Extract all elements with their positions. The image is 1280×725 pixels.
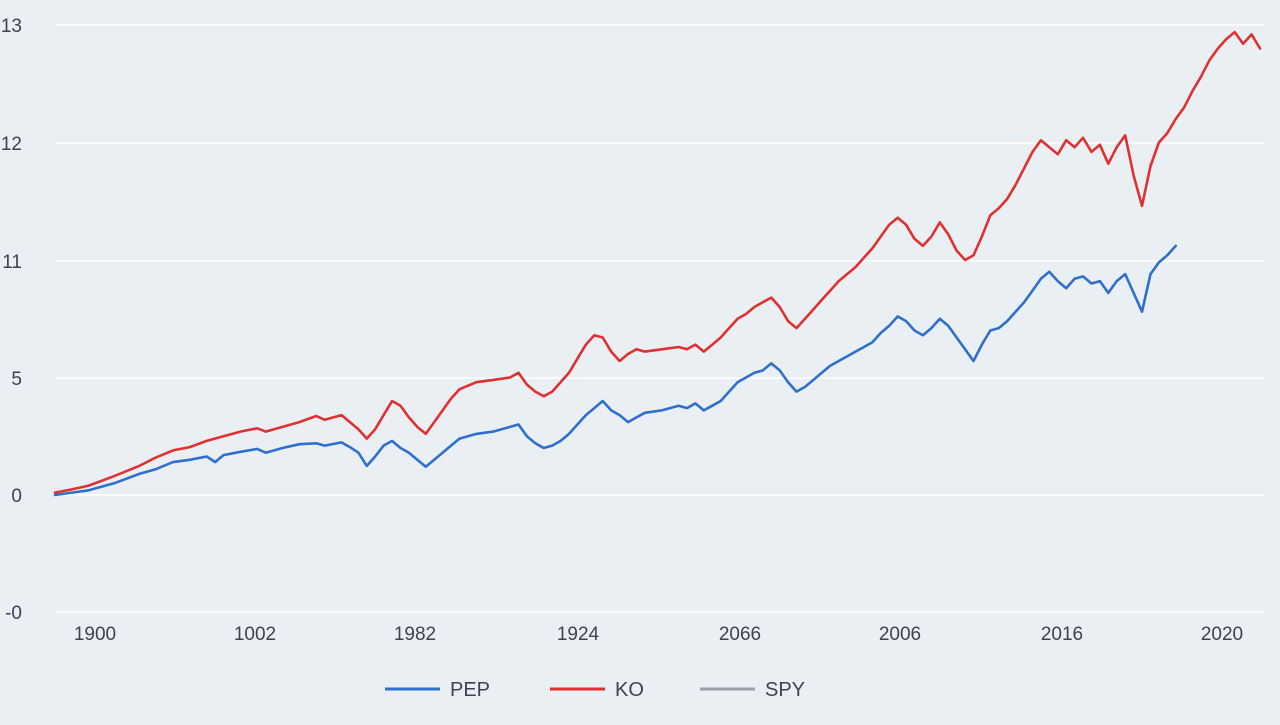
legend-label: KO bbox=[615, 679, 644, 701]
x-tick-label: 2006 bbox=[879, 624, 921, 645]
x-tick-label: 1982 bbox=[394, 624, 436, 645]
x-tick-label: 2066 bbox=[719, 624, 761, 645]
y-tick-label: 13 bbox=[1, 16, 22, 37]
series-line-pep bbox=[53, 244, 1177, 497]
series-layer bbox=[53, 30, 1262, 497]
y-tick-label: -0 bbox=[5, 603, 22, 624]
grid-layer bbox=[55, 24, 1265, 613]
y-tick-label: 0 bbox=[11, 486, 22, 507]
y-tick-label: 11 bbox=[2, 252, 22, 273]
legend-label: SPY bbox=[765, 679, 805, 701]
x-tick-label: 1900 bbox=[74, 624, 116, 645]
y-tick-label: 5 bbox=[11, 369, 22, 390]
x-tick-label: 2016 bbox=[1041, 624, 1083, 645]
legend: PEP KO SPY bbox=[385, 679, 805, 701]
x-tick-label: 1002 bbox=[234, 624, 276, 645]
series-line-ko bbox=[53, 30, 1262, 494]
x-tick-label: 1924 bbox=[557, 624, 600, 645]
x-tick-label: 2020 bbox=[1201, 624, 1243, 645]
legend-label: PEP bbox=[450, 679, 490, 701]
y-tick-label: 12 bbox=[1, 134, 22, 155]
x-axis-tick-labels: 1900 1002 1982 1924 2066 2006 2016 2020 bbox=[74, 624, 1243, 645]
y-axis-tick-labels: -0 0 5 11 12 13 bbox=[1, 16, 22, 624]
